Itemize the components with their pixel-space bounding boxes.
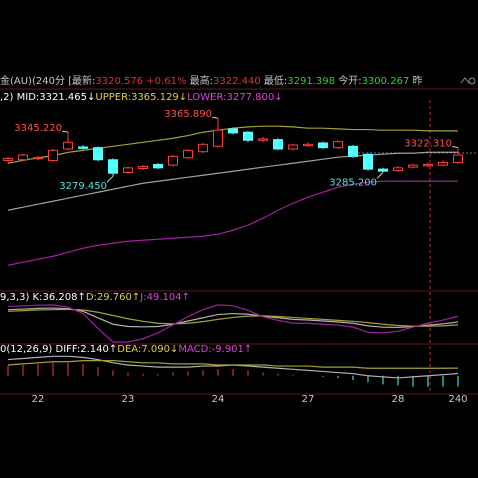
candle-body	[258, 138, 268, 141]
annotation-label: 3279.450	[59, 181, 107, 192]
legend-segment: 3320.576 +0.61%	[95, 76, 186, 87]
annotation-label: 3322.310	[404, 138, 452, 149]
legend-segment: D:29.760↑	[86, 292, 140, 303]
indicator-line	[7, 304, 459, 343]
legend-segment: 0(12,26,9) DIFF:2.140↑	[0, 344, 117, 355]
candle-body	[363, 153, 373, 170]
candle-body	[78, 146, 88, 149]
legend-segment: 最低:	[261, 74, 288, 87]
candle-body	[213, 129, 223, 147]
candle-body	[348, 145, 358, 157]
candle-body	[123, 167, 133, 174]
candle-body	[18, 154, 28, 161]
candle-body	[108, 159, 118, 174]
legend-segment: 最高:	[186, 74, 213, 87]
kdj-legend: 9,3,3) K:36.208↑D:29.760↑J:49.104↑	[0, 292, 190, 303]
candle-body	[183, 149, 193, 159]
legend-segment: 今开:	[335, 74, 362, 87]
annotation-arrow	[106, 175, 114, 183]
candle-body	[393, 167, 403, 171]
legend-segment: 3300.267	[362, 76, 410, 87]
legend-segment: ,2) MID:3321.465↓	[0, 92, 95, 103]
legend-segment: [最新:	[65, 74, 95, 87]
legend-segment: MACD:-9.901↑	[178, 344, 252, 355]
legend-segment: 3291.398	[287, 76, 335, 87]
indicator-line	[7, 180, 458, 266]
legend-segment: 9,3,3) K:36.208↑	[0, 292, 86, 303]
annotation-label: 3365.890	[164, 109, 212, 120]
annotation-arrow	[376, 172, 384, 179]
candle-body	[453, 154, 463, 163]
candle-body	[153, 163, 163, 169]
collapse-icon[interactable]	[460, 77, 470, 84]
candle-body	[243, 131, 253, 141]
indicator-line	[7, 308, 459, 327]
candle-body	[93, 147, 103, 161]
candle-body	[63, 141, 73, 150]
candle-body	[333, 141, 343, 149]
annotation-label: 3285.200	[329, 177, 377, 188]
candle-body	[438, 161, 448, 166]
annotation-arrow	[211, 116, 219, 119]
candle-body	[318, 142, 328, 149]
legend-segment: UPPER:3365.129↓	[95, 92, 187, 103]
candle-body	[303, 143, 313, 147]
x-tick-label: 240	[448, 394, 467, 405]
boll-legend: ,2) MID:3321.465↓UPPER:3365.129↓LOWER:32…	[0, 92, 283, 103]
indicator-line	[7, 307, 459, 329]
candle-body	[378, 168, 388, 172]
macd-legend: 0(12,26,9) DIFF:2.140↑DEA:7.090↓MACD:-9.…	[0, 344, 252, 355]
legend-segment: 金(AU)(240分	[0, 74, 65, 87]
title-bar: 金(AU)(240分 [最新:3320.576 +0.61% 最高:3322.4…	[0, 74, 422, 87]
annotation-arrow	[451, 145, 459, 148]
legend-segment: LOWER:3277.800↓	[187, 92, 282, 103]
x-tick-label: 28	[392, 394, 405, 405]
legend-segment: J:49.104↑	[139, 292, 190, 303]
x-tick-label: 23	[122, 394, 135, 405]
legend-segment: 3322.440	[213, 76, 261, 87]
candle-body	[198, 143, 208, 153]
candle-body	[288, 144, 298, 150]
candle-body	[138, 165, 148, 169]
candle-body	[408, 164, 418, 168]
settings-icon[interactable]	[468, 77, 476, 85]
legend-segment: DEA:7.090↓	[117, 344, 178, 355]
candle-body	[228, 128, 238, 134]
plot-area: 22 23 24 27 28 240 3345.220 3279.450 3365.890 328…	[3, 109, 468, 405]
candle-body	[33, 157, 43, 160]
annotation-arrow	[61, 130, 69, 133]
candle-body	[168, 155, 178, 166]
indicator-line	[7, 360, 459, 369]
candle-body	[423, 163, 433, 167]
x-tick-label: 24	[212, 394, 225, 405]
x-tick-label: 22	[32, 394, 45, 405]
x-tick-label: 27	[302, 394, 315, 405]
legend-segment: 昨	[409, 75, 422, 87]
annotation-label: 3345.220	[14, 123, 62, 134]
indicator-line	[7, 151, 458, 211]
candle-body	[273, 139, 283, 150]
candle-body	[3, 157, 13, 161]
candle-body	[48, 149, 58, 161]
